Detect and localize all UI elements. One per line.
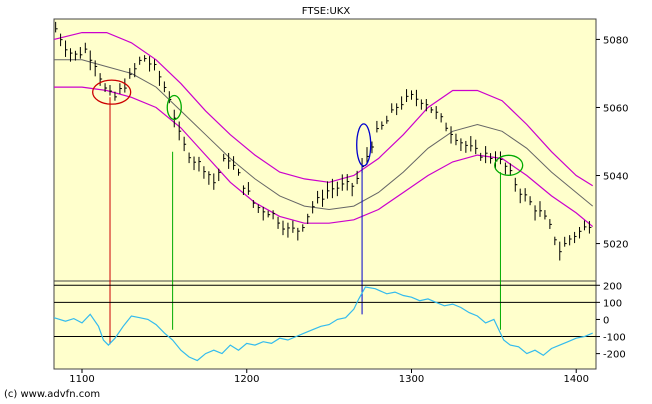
price-bars [55, 21, 592, 261]
copyright-text: (c) www.advfn.com [4, 389, 100, 400]
osc-tick-label: 0 [603, 315, 609, 326]
x-tick-label: 1300 [399, 374, 424, 385]
price-y-axis: 5020 5040 5060 5080 [596, 35, 628, 251]
signal-ellipse [166, 94, 182, 121]
oscillator-line [53, 286, 593, 362]
oscillator-reference-lines [54, 284, 596, 338]
x-axis: 1100 1200 1300 1400 [69, 369, 589, 385]
x-tick-label: 1400 [564, 374, 589, 385]
signal-markers [92, 79, 524, 345]
price-panel [53, 18, 597, 282]
x-tick-label: 1100 [69, 374, 94, 385]
y-tick-label: 5040 [603, 172, 628, 183]
x-tick-label: 1200 [234, 374, 259, 385]
oscillator-y-axis: 200 100 0 -100 -200 [596, 281, 626, 361]
chart-title: FTSE:UKX [302, 6, 351, 17]
signal-ellipse [92, 79, 132, 105]
middle-band-line [54, 59, 594, 211]
upper-band-line [53, 31, 594, 187]
osc-tick-label: 100 [603, 298, 622, 309]
signal-ellipse [494, 154, 524, 176]
signal-ellipse [356, 123, 372, 167]
osc-tick-label: -100 [603, 333, 626, 344]
y-tick-label: 5020 [603, 240, 628, 251]
oscillator-series-line [53, 286, 593, 362]
y-tick-label: 5080 [603, 35, 628, 46]
osc-tick-label: 200 [603, 281, 622, 292]
y-tick-label: 5060 [603, 103, 628, 114]
osc-tick-label: -200 [603, 350, 626, 361]
